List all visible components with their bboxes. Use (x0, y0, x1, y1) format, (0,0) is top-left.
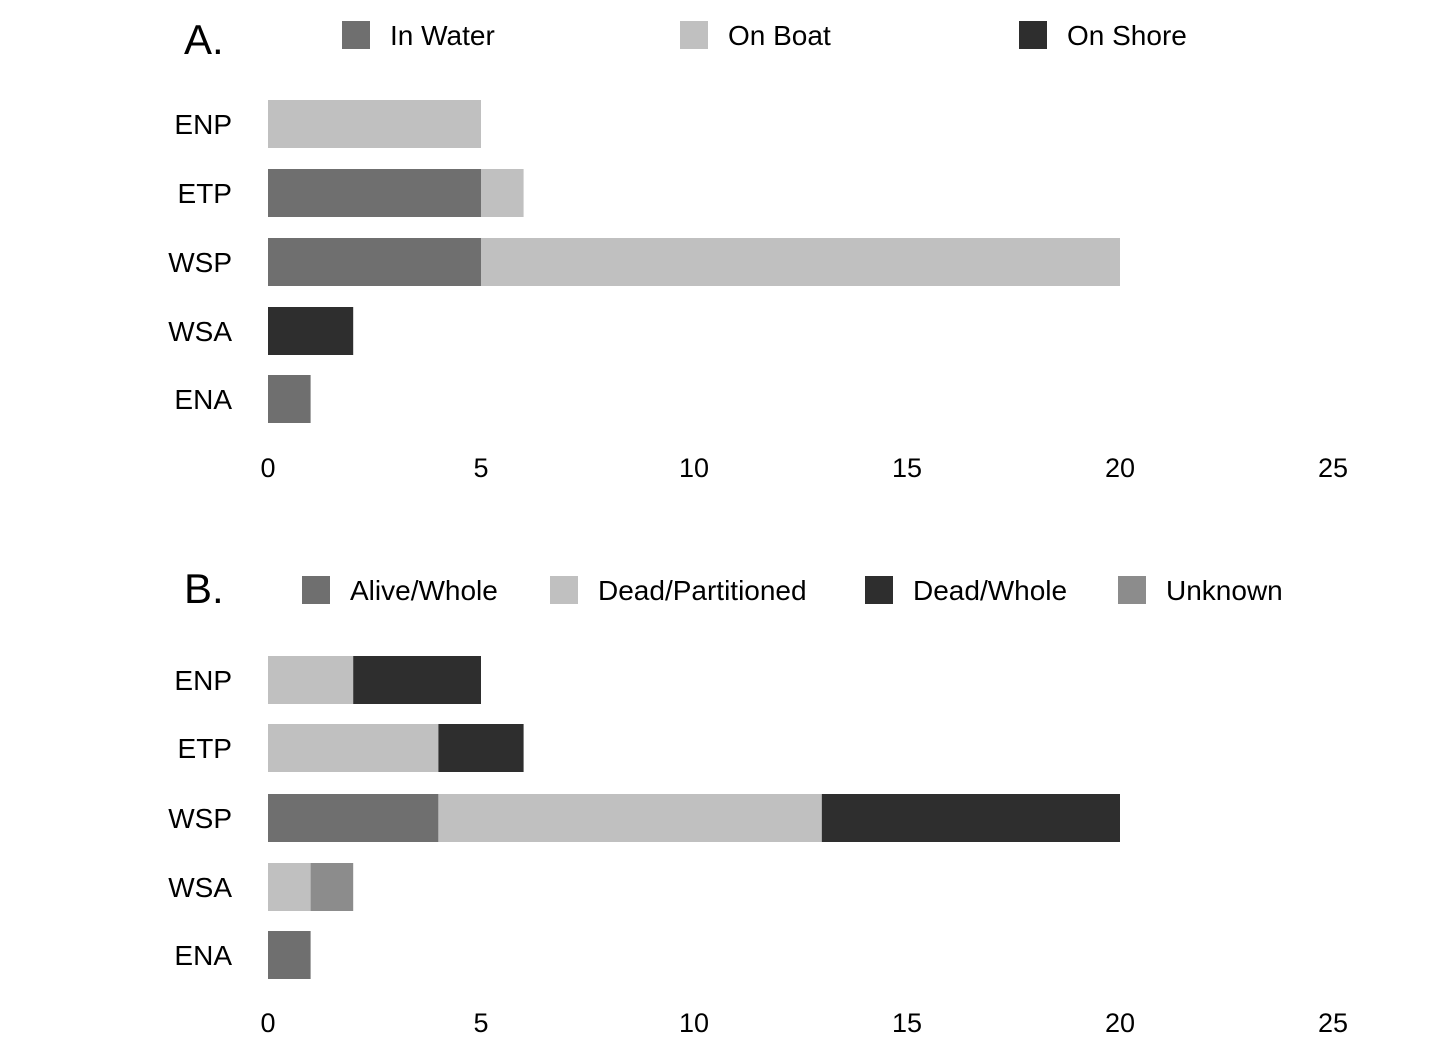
panel-b-x-tick-0: 0 (260, 1008, 275, 1038)
panel-b-bar-etp-dead-whole (438, 724, 524, 772)
panel-b-legend-swatch-1 (302, 576, 330, 604)
panel-b-category-label-wsp: WSP (168, 803, 232, 834)
panel-a-label: A. (184, 16, 224, 63)
panel-b-bar-wsp-alive-whole (268, 794, 439, 842)
panel-b-bar-wsp-dead-whole (821, 794, 1120, 842)
panel-b-legend-swatch-3 (865, 576, 893, 604)
panel-b-legend-label-2: Dead/Partitioned (598, 575, 807, 606)
panel-b-x-tick-5: 5 (473, 1008, 488, 1038)
panel-a-bar-etp-on-boat (481, 169, 524, 217)
panel-a-category-label-etp: ETP (178, 178, 232, 209)
panel-b-legend-swatch-4 (1118, 576, 1146, 604)
panel-a-bar-etp-in-water (268, 169, 481, 217)
panel-a-legend-label-3: On Shore (1067, 20, 1187, 51)
panel-b-x-tick-25: 25 (1318, 1008, 1348, 1038)
panel-a-category-label-enp: ENP (174, 109, 232, 140)
panel-b-legend-label-3: Dead/Whole (913, 575, 1067, 606)
panel-a-x-tick-25: 25 (1318, 453, 1348, 483)
panel-a-bar-wsp-in-water (268, 238, 481, 286)
panel-a-x-tick-5: 5 (473, 453, 488, 483)
panel-a-legend-swatch-3 (1019, 21, 1047, 49)
panel-a-x-tick-15: 15 (892, 453, 922, 483)
panel-a-category-label-wsp: WSP (168, 247, 232, 278)
panel-b-bar-wsp-dead-partitioned (438, 794, 822, 842)
panel-b-x-tick-15: 15 (892, 1008, 922, 1038)
panel-a-bar-wsa-on-shore (268, 307, 354, 355)
panel-a-legend-label-1: In Water (390, 20, 495, 51)
panel-b-bar-enp-dead-partitioned (268, 656, 354, 704)
panel-a-bar-wsp-on-boat (481, 238, 1120, 286)
panel-a-x-tick-0: 0 (260, 453, 275, 483)
panel-b-label: B. (184, 565, 224, 612)
panel-b-category-label-wsa: WSA (168, 872, 232, 903)
panel-b-legend-label-4: Unknown (1166, 575, 1283, 606)
panel-b-bar-etp-dead-partitioned (268, 724, 439, 772)
panel-a-legend-swatch-2 (680, 21, 708, 49)
panel-b-x-tick-20: 20 (1105, 1008, 1135, 1038)
panel-a-bar-ena-in-water (268, 375, 311, 423)
panel-b-category-label-enp: ENP (174, 665, 232, 696)
panel-a-legend-swatch-1 (342, 21, 370, 49)
panel-b-bar-wsa-dead-partitioned (268, 863, 311, 911)
panel-b-bar-enp-dead-whole (353, 656, 481, 704)
panel-b-bar-ena-alive-whole (268, 931, 311, 979)
panel-a-x-tick-10: 10 (679, 453, 709, 483)
panel-b-legend-swatch-2 (550, 576, 578, 604)
panel-a-x-tick-20: 20 (1105, 453, 1135, 483)
panel-b-category-label-ena: ENA (174, 940, 232, 971)
panel-b-bar-wsa-unknown (310, 863, 354, 911)
panel-a-legend-label-2: On Boat (728, 20, 831, 51)
panel-b-x-tick-10: 10 (679, 1008, 709, 1038)
panel-a-category-label-wsa: WSA (168, 316, 232, 347)
panel-a-category-label-ena: ENA (174, 384, 232, 415)
panel-b-category-label-etp: ETP (178, 733, 232, 764)
panel-b-legend-label-1: Alive/Whole (350, 575, 498, 606)
panel-a-bar-enp-on-boat (268, 100, 481, 148)
